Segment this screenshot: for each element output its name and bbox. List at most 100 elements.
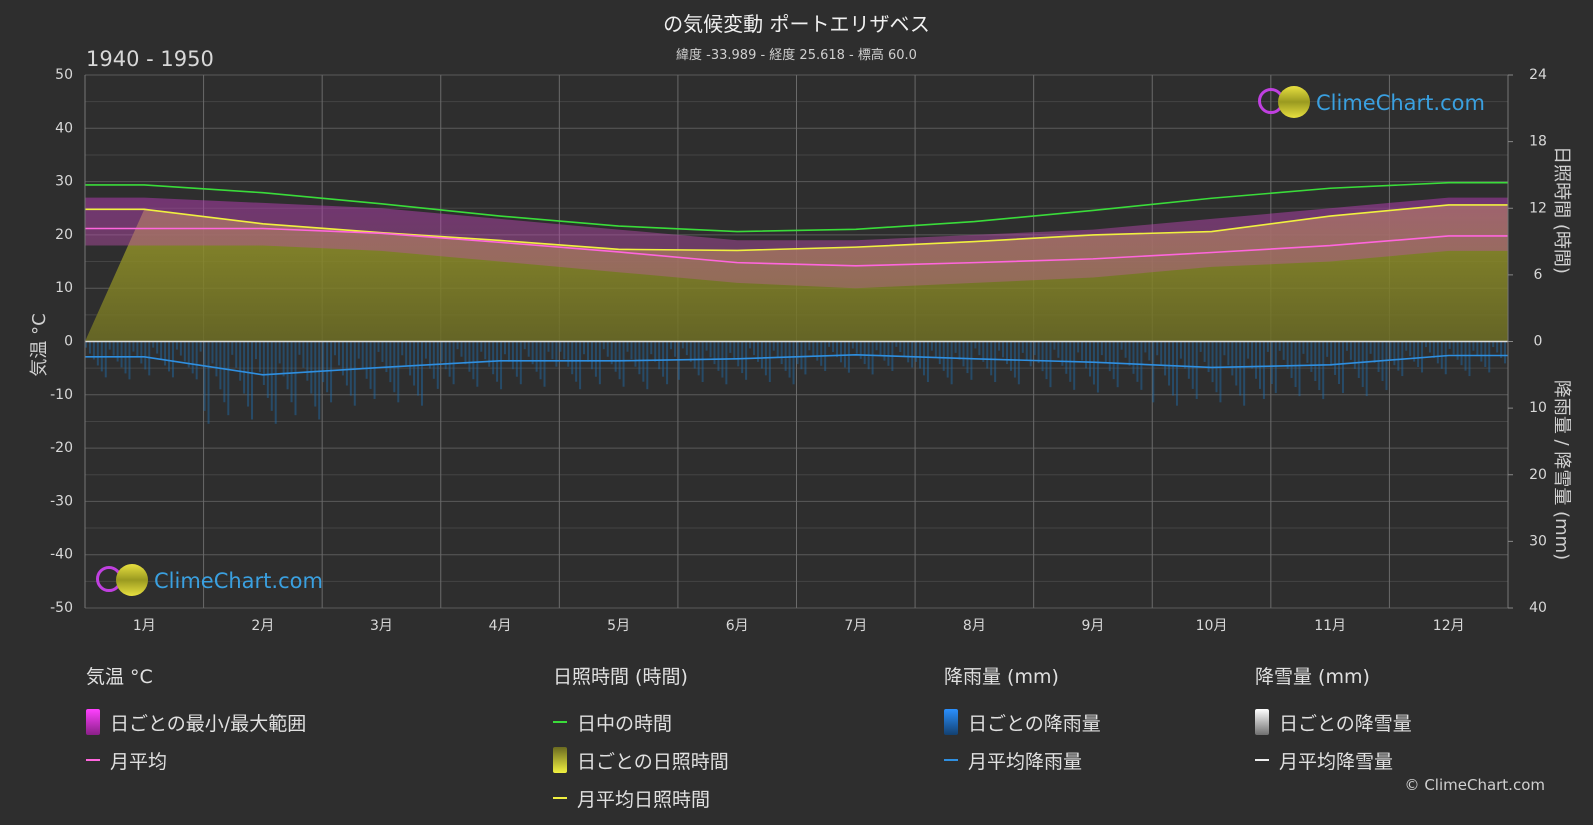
sunshine-avg-line <box>85 204 1508 252</box>
daily-rain-bar <box>96 341 99 366</box>
daily-rain-bar <box>828 341 831 347</box>
daily-rain-bar <box>610 341 613 365</box>
logo-bottom[interactable]: ClimeChart.com <box>96 564 323 598</box>
daily-rain-bar <box>745 341 748 380</box>
daily-rain-bar <box>444 341 447 370</box>
daily-rain-bar <box>543 341 546 387</box>
daily-rain-bar <box>717 341 720 371</box>
daily-rain-bar <box>1349 341 1352 360</box>
legend-label: 日ごとの降雨量 <box>968 712 1101 735</box>
daily-rain-bar <box>254 341 257 360</box>
rain-avg-line <box>85 354 1508 376</box>
daily-rain-bar <box>365 341 368 379</box>
daily-rain-bar <box>385 341 388 373</box>
daily-rain-bar <box>1389 341 1392 360</box>
daily-rain-bar <box>737 341 740 367</box>
sunshine-tick-label: 12 <box>1529 200 1547 216</box>
swatch-icon <box>553 747 567 773</box>
daily-rain-bar <box>345 341 348 386</box>
daily-rain-bar <box>1164 341 1167 376</box>
month-tick-label: 12月 <box>1433 618 1465 634</box>
temperature-tick-label: -30 <box>50 493 73 509</box>
daily-rain-bar <box>1041 341 1044 372</box>
temperature-tick-label: -50 <box>50 600 73 616</box>
legend-head: 気温 °C <box>86 666 153 688</box>
daily-rain-bar <box>816 341 819 361</box>
daily-rain-bar <box>195 341 198 380</box>
daily-rain-bar <box>298 341 301 355</box>
daily-rain-bar <box>1282 341 1285 360</box>
daily-rain-bar <box>420 341 423 406</box>
legend-head: 降雨量 (mm) <box>944 666 1059 688</box>
month-tick-label: 10月 <box>1196 618 1228 634</box>
daily-rain-bar <box>978 341 981 356</box>
daily-rain-bar <box>626 341 629 352</box>
daily-rain-bar <box>772 341 775 351</box>
daily-rain-bar <box>148 341 151 376</box>
daily-rain-bar <box>413 341 416 386</box>
precip-tick-label: 20 <box>1529 467 1547 483</box>
daily-rain-bar <box>638 341 641 375</box>
daily-rain-bar <box>88 341 91 354</box>
daily-rain-bar <box>1448 341 1451 349</box>
daily-rain-bar <box>468 341 471 372</box>
daily-rain-bar <box>776 341 779 358</box>
legend-item-sunshine-avg: 月平均日照時間 <box>553 779 729 817</box>
period-label: 1940 - 1950 <box>86 47 214 71</box>
daily-rain-bar <box>1440 341 1443 369</box>
sunshine-tick-label: 18 <box>1529 134 1547 150</box>
logo-top[interactable]: ClimeChart.com <box>1258 86 1485 120</box>
daily-rain-bar <box>357 341 360 359</box>
precip-tick-label: 30 <box>1529 533 1547 549</box>
swatch-icon <box>944 709 958 735</box>
daily-rain-bar <box>1120 341 1123 350</box>
daily-rain-bar <box>1428 341 1431 353</box>
temperature-tick-label: 0 <box>64 334 73 350</box>
legend-temperature: 気温 °C 日ごとの最小/最大範囲 月平均 <box>86 662 306 779</box>
daily-rain-bar <box>630 341 633 360</box>
daily-rain-bar <box>915 341 918 362</box>
temperature-tick-label: -10 <box>50 387 73 403</box>
daily-rain-bar <box>132 341 135 352</box>
daily-rain-bar <box>685 341 688 356</box>
daily-rain-bar <box>879 341 882 356</box>
daily-rain-bar <box>863 341 866 365</box>
month-tick-label: 5月 <box>607 618 630 634</box>
legend-label: 月平均日照時間 <box>577 788 711 811</box>
daily-rain-bar <box>800 341 803 370</box>
daily-rain-bar <box>258 341 261 373</box>
daily-rain-bar <box>1156 341 1159 356</box>
daily-rain-bar <box>709 341 712 358</box>
daily-rain-bar <box>1472 341 1475 351</box>
legend-item-temp-avg: 月平均 <box>86 741 306 779</box>
daily-rain-bar <box>1353 341 1356 369</box>
daily-rain-bar <box>587 341 590 362</box>
daily-rain-bar <box>768 341 771 383</box>
daily-rain-bar <box>1496 341 1499 353</box>
daily-rain-bar <box>954 341 957 353</box>
daily-rain-bar <box>670 341 673 350</box>
daily-rain-bar <box>1140 341 1143 390</box>
daily-rain-bar <box>1203 341 1206 362</box>
daily-rain-bar <box>152 341 155 348</box>
daily-rain-bar <box>1251 341 1254 369</box>
daily-rain-bar <box>974 341 977 349</box>
copyright: © ClimeChart.com <box>1404 776 1545 794</box>
daily-rain-bar <box>1029 341 1032 367</box>
daily-rain-bar <box>1081 341 1084 361</box>
daily-rain-bar <box>440 341 443 362</box>
daily-rain-bar <box>1456 341 1459 360</box>
legend-item-daily-snow: 日ごとの降雪量 <box>1255 703 1412 741</box>
daily-rain-bar <box>203 341 206 411</box>
daily-rain-bar <box>136 341 139 358</box>
daily-rain-bar <box>1393 341 1396 366</box>
daily-rain-bar <box>938 341 941 365</box>
daily-rain-bar <box>911 341 914 368</box>
daily-rain-bar <box>1480 341 1483 362</box>
daily-rain-bar <box>1504 341 1507 364</box>
daily-rain-bar <box>1168 341 1171 386</box>
daily-rain-bar <box>164 341 167 366</box>
daily-rain-bar <box>571 341 574 375</box>
daily-rain-bar <box>1361 341 1364 388</box>
daily-rain-bar <box>1053 341 1056 350</box>
